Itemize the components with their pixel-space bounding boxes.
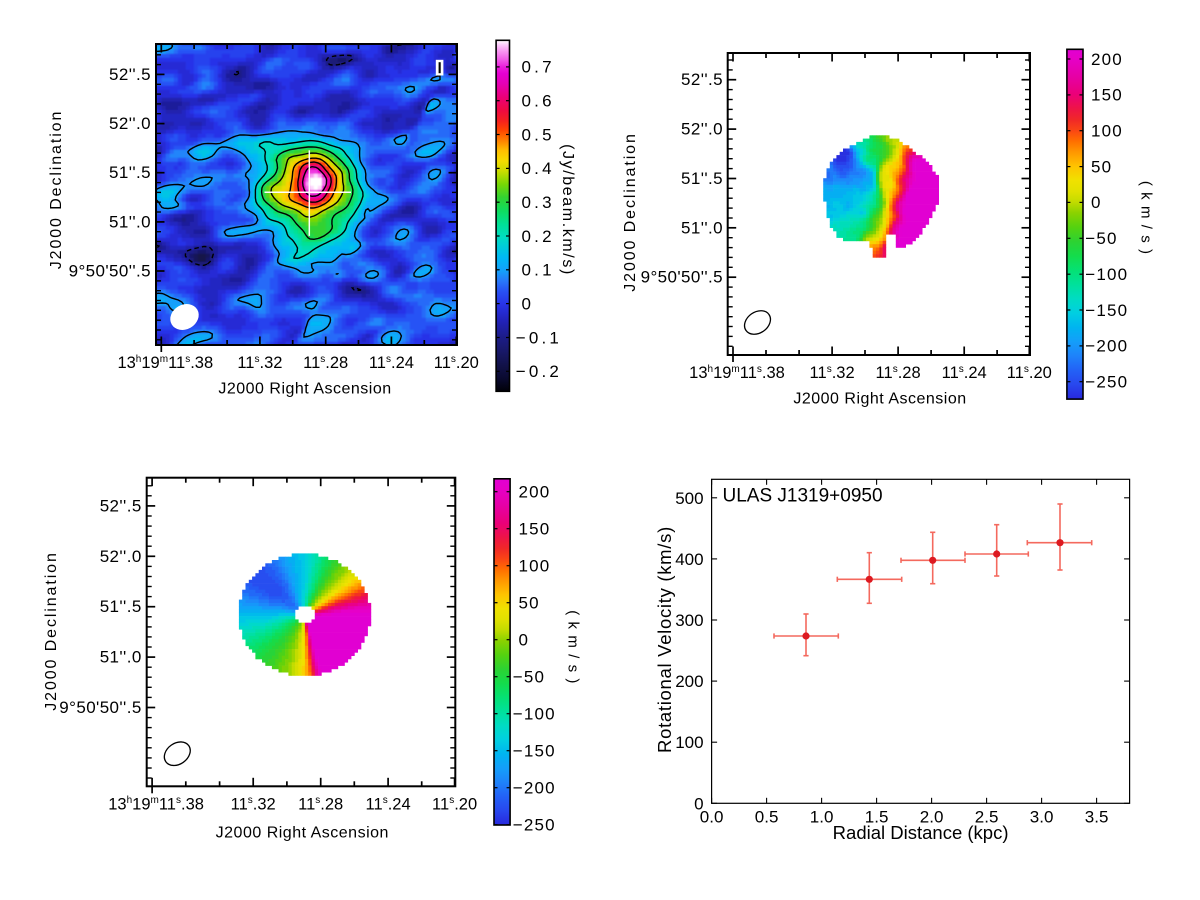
svg-text:J2000 Right Ascension: J2000 Right Ascension — [793, 390, 966, 407]
svg-text:0: 0 — [1091, 193, 1102, 212]
svg-text:51''.0: 51''.0 — [100, 648, 142, 667]
svg-text:0.3: 0.3 — [522, 193, 555, 212]
svg-text:0: 0 — [522, 294, 535, 313]
svg-text:51''.5: 51''.5 — [109, 163, 151, 182]
svg-text:11s.28: 11s.28 — [298, 795, 343, 813]
svg-text:0.5: 0.5 — [522, 125, 555, 144]
svg-text:(km/s): (km/s) — [1138, 181, 1155, 260]
svg-text:52''.0: 52''.0 — [100, 547, 142, 566]
svg-text:50: 50 — [1091, 157, 1112, 176]
svg-text:11s.32: 11s.32 — [231, 795, 276, 813]
svg-text:−50: −50 — [1085, 229, 1117, 248]
svg-text:52''.0: 52''.0 — [109, 114, 151, 133]
svg-text:11s.24: 11s.24 — [369, 354, 414, 372]
svg-text:150: 150 — [1091, 86, 1123, 105]
svg-text:13h19m11s.38: 13h19m11s.38 — [117, 354, 213, 372]
svg-text:−0.2: −0.2 — [516, 362, 562, 381]
svg-text:0.7: 0.7 — [522, 58, 555, 77]
svg-text:−250: −250 — [1085, 373, 1128, 392]
svg-text:200: 200 — [1091, 50, 1123, 69]
svg-text:(Jy/beam.km/s): (Jy/beam.km/s) — [559, 144, 576, 276]
svg-text:J2000 Declination: J2000 Declination — [48, 110, 65, 270]
svg-text:51''.0: 51''.0 — [109, 212, 151, 231]
svg-text:J2000 Declination: J2000 Declination — [622, 132, 639, 292]
svg-text:52''.5: 52''.5 — [681, 70, 723, 89]
svg-text:51''.5: 51''.5 — [681, 169, 723, 188]
svg-text:0.4: 0.4 — [522, 159, 555, 178]
svg-text:−100: −100 — [1085, 265, 1128, 284]
svg-text:51''.5: 51''.5 — [100, 597, 142, 616]
svg-text:9°50'50''.5: 9°50'50''.5 — [641, 268, 723, 287]
svg-text:11s.20: 11s.20 — [434, 354, 479, 372]
svg-text:11s.32: 11s.32 — [810, 364, 855, 382]
svg-text:11s.28: 11s.28 — [303, 354, 348, 372]
svg-text:13h19m11s.38: 13h19m11s.38 — [689, 364, 785, 382]
svg-text:−0.1: −0.1 — [516, 328, 562, 347]
svg-text:51''.0: 51''.0 — [681, 218, 723, 237]
svg-text:0.6: 0.6 — [522, 92, 555, 111]
svg-text:J2000 Right Ascension: J2000 Right Ascension — [216, 825, 389, 842]
svg-text:11s.20: 11s.20 — [432, 795, 477, 813]
svg-text:11s.32: 11s.32 — [237, 354, 282, 372]
svg-text:9°50'50''.5: 9°50'50''.5 — [69, 262, 151, 281]
svg-text:0.1: 0.1 — [522, 261, 555, 280]
svg-text:100: 100 — [1091, 122, 1123, 141]
svg-text:J2000 Declination: J2000 Declination — [43, 551, 60, 711]
svg-text:13h19m11s.38: 13h19m11s.38 — [108, 795, 204, 813]
svg-text:J2000 Right Ascension: J2000 Right Ascension — [218, 381, 391, 398]
svg-text:11s.20: 11s.20 — [1007, 364, 1052, 382]
svg-text:52''.5: 52''.5 — [100, 496, 142, 515]
svg-text:11s.28: 11s.28 — [876, 364, 921, 382]
svg-text:11s.24: 11s.24 — [942, 364, 987, 382]
svg-text:9°50'50''.5: 9°50'50''.5 — [59, 698, 141, 717]
svg-text:−200: −200 — [1085, 337, 1128, 356]
svg-text:−150: −150 — [1085, 301, 1128, 320]
svg-text:0.2: 0.2 — [522, 227, 555, 246]
svg-text:52''.5: 52''.5 — [109, 65, 151, 84]
svg-text:52''.0: 52''.0 — [681, 120, 723, 139]
svg-text:11s.24: 11s.24 — [366, 795, 411, 813]
